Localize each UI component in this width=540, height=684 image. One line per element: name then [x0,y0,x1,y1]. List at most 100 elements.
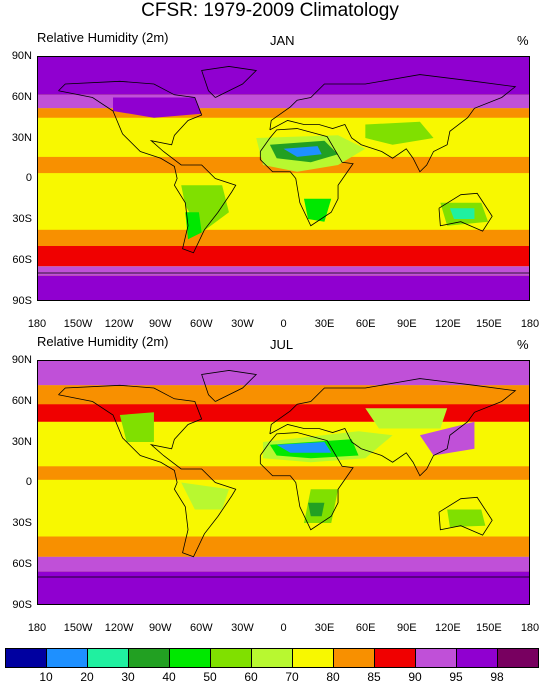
australia-region [447,509,486,528]
map-jul [37,360,530,605]
lat-tick-label: 60N [11,90,32,103]
colorbar-swatch [46,648,88,668]
lon-tick-label: 60W [190,622,213,634]
colorbar-label: 80 [326,670,340,684]
lat-tick-label: 30S [12,517,32,530]
coastline [438,496,493,536]
kalahari-region [308,502,325,517]
sh-midlat-band [38,229,529,246]
lon-tick-label: 180 [27,622,47,634]
lon-tick-label: 90W [148,622,172,634]
lon-tick-label: 180 [27,318,47,330]
lat-tick-label: 60S [12,558,32,570]
coastline [259,432,354,531]
lon-tick-label: 180 [520,318,540,330]
coastline [269,74,517,173]
lat-tick-label: 90N [11,50,32,62]
southern-africa-region [303,198,332,222]
lat-tick-label: 60S [12,254,32,266]
map-jan [37,56,530,301]
lon-tick-label: 30E [314,318,335,330]
colorbar-label: 95 [449,670,463,684]
antarctic-coast-band [38,266,529,276]
lon-tick-label: 0 [280,622,287,634]
figure-title: CFSR: 1979-2009 Climatology [141,0,399,21]
colorbar-label: 30 [121,670,135,684]
lon-tick-label: 30W [231,318,254,330]
colorbar-label: 70 [285,670,299,684]
lon-tick-label: 30E [314,622,335,634]
panel-jan-month: JAN [270,33,295,48]
colorbar-swatch [497,648,539,668]
panel-jan-units: % [517,33,529,48]
colorbar-swatch [292,648,334,668]
coastline [259,128,354,227]
lon-tick-label: 120W [104,622,134,634]
colorbar-swatch [128,648,170,668]
south-america-region [181,185,229,233]
colorbar-label: 20 [80,670,94,684]
colorbar-swatch [456,648,498,668]
lon-tick-label: 150W [63,622,93,634]
colorbar-swatch [87,648,129,668]
panel-jul-month: JUL [270,337,294,352]
colorbar-label: 85 [367,670,381,684]
colorbar-label: 60 [244,670,258,684]
lat-tick-label: 60N [11,394,32,407]
north-america-west [119,412,154,442]
colorbar-label: 90 [408,670,422,684]
lat-tick-label: 90S [12,598,32,611]
arctic-band [38,361,529,386]
lon-tick-label: 180 [520,622,540,634]
colorbar-swatch [251,648,293,668]
colorbar-label: 50 [203,670,217,684]
lon-tick-label: 150W [63,318,93,330]
lon-tick-label: 150E [476,318,502,330]
coastline [201,66,258,98]
lat-tick-label: 90N [11,354,32,366]
nh-midlat-band [38,404,529,422]
lat-tick-label: 90S [12,294,32,307]
southern-ocean-band [38,556,529,572]
panel-jul-units: % [517,337,529,352]
humidity-field [38,57,529,300]
north-america-cold [113,97,202,118]
coastline [58,80,237,254]
panel-jul-variable: Relative Humidity (2m) [37,334,169,349]
colorbar-swatch [415,648,457,668]
south-america-region [181,482,229,510]
central-asia-region [365,121,434,145]
lon-tick-label: 90E [396,318,417,330]
coastline [438,192,493,232]
colorbar-swatch [333,648,375,668]
panel-jan-variable: Relative Humidity (2m) [37,30,169,45]
subarctic-band [38,94,529,109]
arctic-band [38,57,529,95]
lon-tick-label: 90E [396,622,417,634]
sh-midlat-band [38,536,529,557]
antarctic-band [38,275,529,300]
lon-tick-label: 120W [104,318,134,330]
lat-tick-label: 0 [25,476,32,489]
colorbar-swatch [374,648,416,668]
lon-tick-label: 60E [355,318,376,330]
colorbar-label: 98 [490,670,504,684]
australia-dry-core [449,208,475,219]
lon-tick-label: 0 [280,318,287,330]
lon-tick-label: 120E [434,318,461,330]
colorbar-swatch [5,648,47,668]
coastline [201,370,258,402]
coastline [58,384,237,558]
southern-ocean-band [38,246,529,267]
lon-tick-label: 60W [190,318,213,330]
lat-tick-label: 30N [11,435,32,448]
lat-tick-label: 0 [25,172,32,185]
antarctic-band [38,571,529,604]
coastline [269,378,517,477]
lon-tick-label: 120E [434,622,461,634]
colorbar-label: 10 [39,670,53,684]
subarctic-band [38,385,529,405]
central-asia-region [365,408,448,429]
patagonia-region [185,212,202,240]
colorbar-label: 40 [162,670,176,684]
